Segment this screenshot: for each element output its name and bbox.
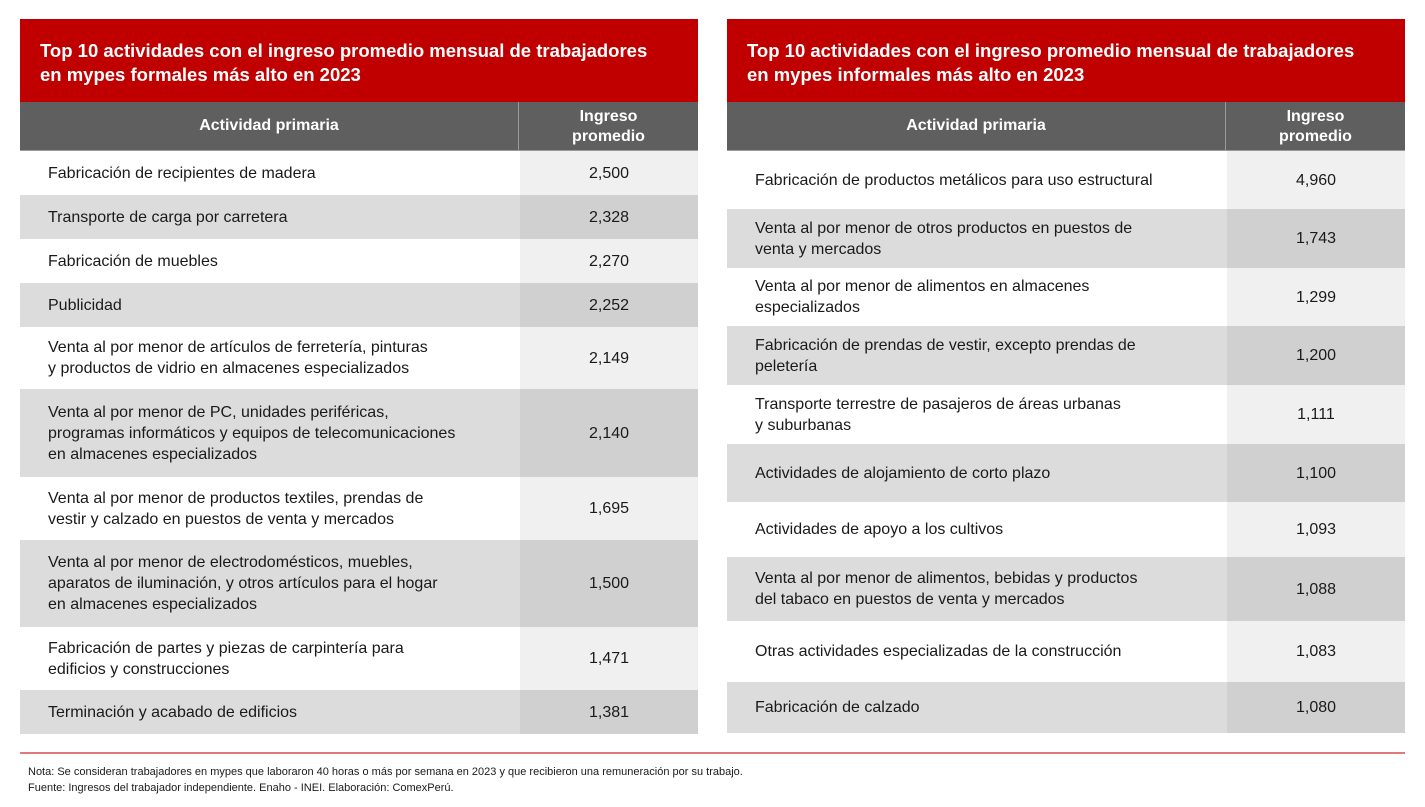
column-header-activity: Actividad primaria — [727, 102, 1226, 150]
activity-cell: Venta al por menor de PC, unidades perif… — [48, 403, 456, 463]
income-cell: 1,471 — [520, 627, 698, 690]
income-cell: 1,111 — [1227, 385, 1405, 444]
income-cell: 2,500 — [520, 151, 698, 195]
table-row: Venta al por menor de productos textiles… — [20, 477, 698, 540]
table-row: Actividades de apoyo a los cultivos 1,093 — [727, 502, 1405, 557]
activity-cell: Fabricación de recipientes de madera — [48, 164, 316, 182]
activity-cell: Publicidad — [48, 296, 122, 314]
activity-cell: Fabricación de partes y piezas de carpin… — [48, 639, 404, 678]
informal-mypes-table: Top 10 actividades con el ingreso promed… — [727, 19, 1405, 733]
table-row: Venta al por menor de alimentos en almac… — [727, 268, 1405, 326]
income-cell: 2,252 — [520, 283, 698, 327]
table-row: Venta al por menor de electrodomésticos,… — [20, 540, 698, 627]
formal-mypes-table: Top 10 actividades con el ingreso promed… — [20, 19, 698, 734]
activity-cell: Fabricación de calzado — [755, 699, 920, 716]
note-text: Nota: Se consideran trabajadores en mype… — [28, 766, 743, 778]
income-cell: 1,381 — [520, 690, 698, 734]
table-title: Top 10 actividades con el ingreso promed… — [727, 19, 1405, 102]
table-row: Publicidad 2,252 — [20, 283, 698, 327]
income-cell: 1,200 — [1227, 326, 1405, 385]
footer-divider — [20, 752, 1405, 754]
activity-cell: Terminación y acabado de edificios — [48, 703, 298, 721]
activity-cell: Venta al por menor de electrodomésticos,… — [48, 554, 438, 613]
activity-cell: Actividades de alojamiento de corto plaz… — [755, 464, 1051, 482]
income-cell: 2,328 — [520, 195, 698, 239]
footnotes: Nota: Se consideran trabajadores en mype… — [28, 764, 743, 796]
table-header: Actividad primaria Ingreso promedio — [20, 102, 698, 151]
income-cell: 1,088 — [1227, 557, 1405, 621]
income-cell: 1,100 — [1227, 444, 1405, 502]
income-cell: 1,500 — [520, 540, 698, 627]
income-cell: 2,270 — [520, 239, 698, 283]
activity-cell: Venta al por menor de alimentos, bebidas… — [755, 570, 1138, 608]
table-body: Fabricación de productos metálicos para … — [727, 151, 1405, 733]
activity-cell: Fabricación de prendas de vestir, except… — [755, 336, 1136, 375]
activity-cell: Actividades de apoyo a los cultivos — [755, 521, 1004, 538]
activity-cell: Venta al por menor de otros productos en… — [755, 219, 1133, 258]
table-row: Fabricación de productos metálicos para … — [727, 151, 1405, 209]
activity-cell: Fabricación de productos metálicos para … — [755, 171, 1153, 189]
activity-cell: Transporte terrestre de pasajeros de áre… — [755, 395, 1121, 434]
income-cell: 2,140 — [520, 389, 698, 477]
income-cell: 1,080 — [1227, 682, 1405, 733]
activity-cell: Venta al por menor de alimentos en almac… — [755, 278, 1090, 316]
income-cell: 1,743 — [1227, 209, 1405, 268]
table-row: Terminación y acabado de edificios 1,381 — [20, 690, 698, 734]
income-cell: 1,083 — [1227, 621, 1405, 682]
table-row: Transporte terrestre de pasajeros de áre… — [727, 385, 1405, 444]
table-row: Venta al por menor de otros productos en… — [727, 209, 1405, 268]
income-cell: 2,149 — [520, 327, 698, 389]
table-row: Fabricación de partes y piezas de carpin… — [20, 627, 698, 690]
table-row: Venta al por menor de PC, unidades perif… — [20, 389, 698, 477]
income-cell: 1,695 — [520, 477, 698, 540]
table-title: Top 10 actividades con el ingreso promed… — [20, 19, 698, 102]
activity-cell: Venta al por menor de productos textiles… — [48, 489, 424, 528]
table-row: Venta al por menor de alimentos, bebidas… — [727, 557, 1405, 621]
table-row: Venta al por menor de artículos de ferre… — [20, 327, 698, 389]
table-row: Transporte de carga por carretera 2,328 — [20, 195, 698, 239]
activity-cell: Fabricación de muebles — [48, 252, 218, 270]
income-cell: 1,299 — [1227, 268, 1405, 326]
activity-cell: Transporte de carga por carretera — [48, 208, 288, 226]
table-row: Otras actividades especializadas de la c… — [727, 621, 1405, 682]
table-row: Fabricación de calzado 1,080 — [727, 682, 1405, 733]
income-cell: 1,093 — [1227, 502, 1405, 557]
table-row: Fabricación de prendas de vestir, except… — [727, 326, 1405, 385]
table-body: Fabricación de recipientes de madera 2,50… — [20, 151, 698, 734]
column-header-income: Ingreso promedio — [572, 107, 645, 145]
table-row: Actividades de alojamiento de corto plaz… — [727, 444, 1405, 502]
table-row: Fabricación de recipientes de madera 2,50… — [20, 151, 698, 195]
income-cell: 4,960 — [1227, 151, 1405, 209]
column-header-activity: Actividad primaria — [20, 102, 519, 150]
activity-cell: Venta al por menor de artículos de ferre… — [48, 339, 428, 377]
table-header: Actividad primaria Ingreso promedio — [727, 102, 1405, 151]
table-row: Fabricación de muebles 2,270 — [20, 239, 698, 283]
source-text: Fuente: Ingresos del trabajador independ… — [28, 782, 454, 794]
column-header-income: Ingreso promedio — [1279, 107, 1352, 145]
activity-cell: Otras actividades especializadas de la c… — [755, 643, 1122, 660]
